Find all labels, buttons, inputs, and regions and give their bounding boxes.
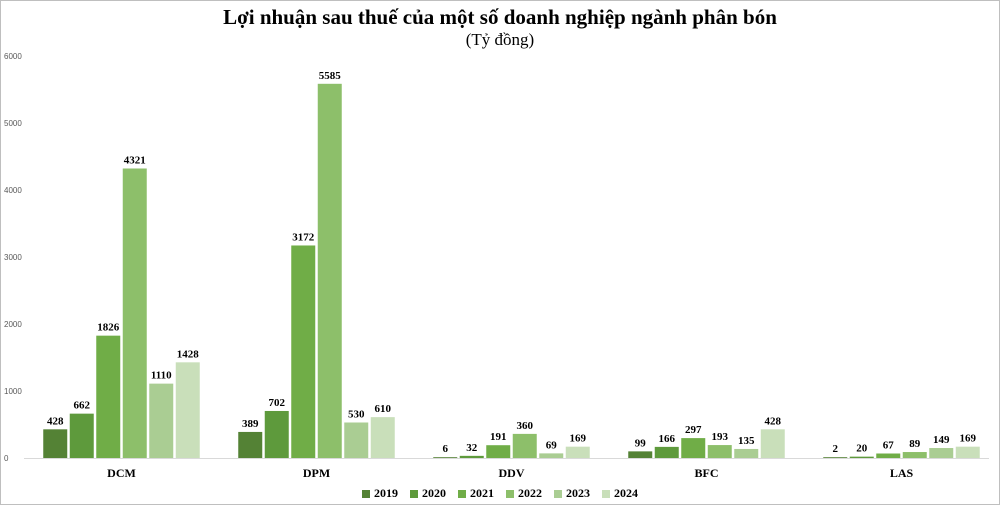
legend-swatch xyxy=(362,489,370,498)
bar-ddv-2024 xyxy=(565,446,590,458)
data-label: 1110 xyxy=(151,370,172,382)
data-label: 1826 xyxy=(97,322,120,334)
bar-dcm-2021 xyxy=(96,335,121,458)
legend-label: 2023 xyxy=(566,486,590,500)
data-label: 135 xyxy=(738,435,755,447)
data-label: 89 xyxy=(909,438,921,450)
data-label: 149 xyxy=(933,434,950,446)
bar-bfc-2022 xyxy=(707,445,732,458)
data-label: 69 xyxy=(546,439,558,451)
data-label: 662 xyxy=(74,400,91,412)
chart-title: Lợi nhuận sau thuế của một số doanh nghi… xyxy=(223,5,777,29)
data-label: 5585 xyxy=(319,70,342,82)
category-label-dcm: DCM xyxy=(107,466,136,480)
y-tick-label: 5000 xyxy=(4,119,22,128)
bar-dpm-2022 xyxy=(317,83,342,459)
legend-item: 2020 xyxy=(410,486,446,501)
legend-swatch xyxy=(458,489,466,498)
bar-ddv-2022 xyxy=(512,433,537,458)
legend-swatch xyxy=(410,489,418,498)
legend-swatch xyxy=(554,489,562,498)
data-label: 3172 xyxy=(292,231,315,243)
data-label: 191 xyxy=(490,431,507,443)
bar-bfc-2021 xyxy=(681,438,706,458)
bar-dcm-2022 xyxy=(122,168,147,459)
data-label: 32 xyxy=(466,442,478,454)
category-label-las: LAS xyxy=(890,466,914,480)
bar-dcm-2020 xyxy=(69,413,94,458)
data-label: 99 xyxy=(635,437,647,449)
data-label: 169 xyxy=(960,433,977,445)
legend-item: 2024 xyxy=(602,486,638,501)
legend-label: 2019 xyxy=(374,486,398,500)
y-tick-label: 6000 xyxy=(4,52,22,61)
legend-label: 2021 xyxy=(470,486,494,500)
data-label: 169 xyxy=(570,433,587,445)
data-label: 428 xyxy=(765,415,782,427)
bar-las-2019 xyxy=(823,457,848,458)
bar-las-2022 xyxy=(902,452,927,458)
category-label-bfc: BFC xyxy=(695,466,719,480)
bar-dpm-2020 xyxy=(264,410,289,458)
bar-dcm-2023 xyxy=(149,383,174,458)
bar-ddv-2020 xyxy=(459,455,484,458)
data-label: 428 xyxy=(47,415,64,427)
chart-subtitle: (Tỷ đồng) xyxy=(465,30,535,49)
bar-bfc-2023 xyxy=(734,448,759,458)
data-label: 360 xyxy=(517,420,534,432)
y-tick-label: 2000 xyxy=(4,320,22,329)
legend-swatch xyxy=(506,489,514,498)
data-label: 20 xyxy=(856,443,868,455)
data-label: 193 xyxy=(712,431,729,443)
bar-bfc-2020 xyxy=(654,446,679,458)
bar-ddv-2019 xyxy=(433,457,458,458)
legend-item: 2022 xyxy=(506,486,542,501)
legend-item: 2019 xyxy=(362,486,398,501)
y-tick-label: 0 xyxy=(4,454,9,463)
bar-dpm-2023 xyxy=(344,422,369,458)
legend-label: 2022 xyxy=(518,486,542,500)
data-label: 166 xyxy=(659,433,676,445)
data-label: 530 xyxy=(348,408,365,420)
data-label: 2 xyxy=(833,443,839,455)
bar-bfc-2019 xyxy=(628,451,653,458)
bar-dpm-2024 xyxy=(370,417,395,458)
y-tick-label: 4000 xyxy=(4,186,22,195)
y-tick-label: 3000 xyxy=(4,253,22,262)
data-label: 1428 xyxy=(177,348,200,360)
legend-item: 2021 xyxy=(458,486,494,501)
category-label-dpm: DPM xyxy=(303,466,330,480)
legend-label: 2024 xyxy=(614,486,638,500)
bar-las-2020 xyxy=(849,456,874,458)
legend-swatch xyxy=(602,489,610,498)
legend-label: 2020 xyxy=(422,486,446,500)
bar-dpm-2021 xyxy=(291,245,316,458)
data-label: 67 xyxy=(883,440,895,452)
bar-dcm-2019 xyxy=(43,429,68,458)
bar-las-2021 xyxy=(876,453,901,458)
bar-dpm-2019 xyxy=(238,431,263,458)
data-label: 610 xyxy=(375,403,392,415)
bar-dcm-2024 xyxy=(175,362,200,458)
data-label: 6 xyxy=(443,443,449,455)
data-label: 297 xyxy=(685,424,702,436)
category-label-ddv: DDV xyxy=(499,466,525,480)
bar-bfc-2024 xyxy=(760,429,785,458)
bar-las-2023 xyxy=(929,448,954,458)
chart-legend: 2019 2020 2021 2022 2023 2024 xyxy=(1,486,999,501)
y-tick-label: 1000 xyxy=(4,387,22,396)
bar-ddv-2021 xyxy=(486,445,511,458)
bar-ddv-2023 xyxy=(539,453,564,458)
bar-las-2024 xyxy=(955,446,980,458)
data-label: 389 xyxy=(242,418,259,430)
data-label: 702 xyxy=(269,397,286,409)
legend-item: 2023 xyxy=(554,486,590,501)
data-label: 4321 xyxy=(124,154,146,166)
